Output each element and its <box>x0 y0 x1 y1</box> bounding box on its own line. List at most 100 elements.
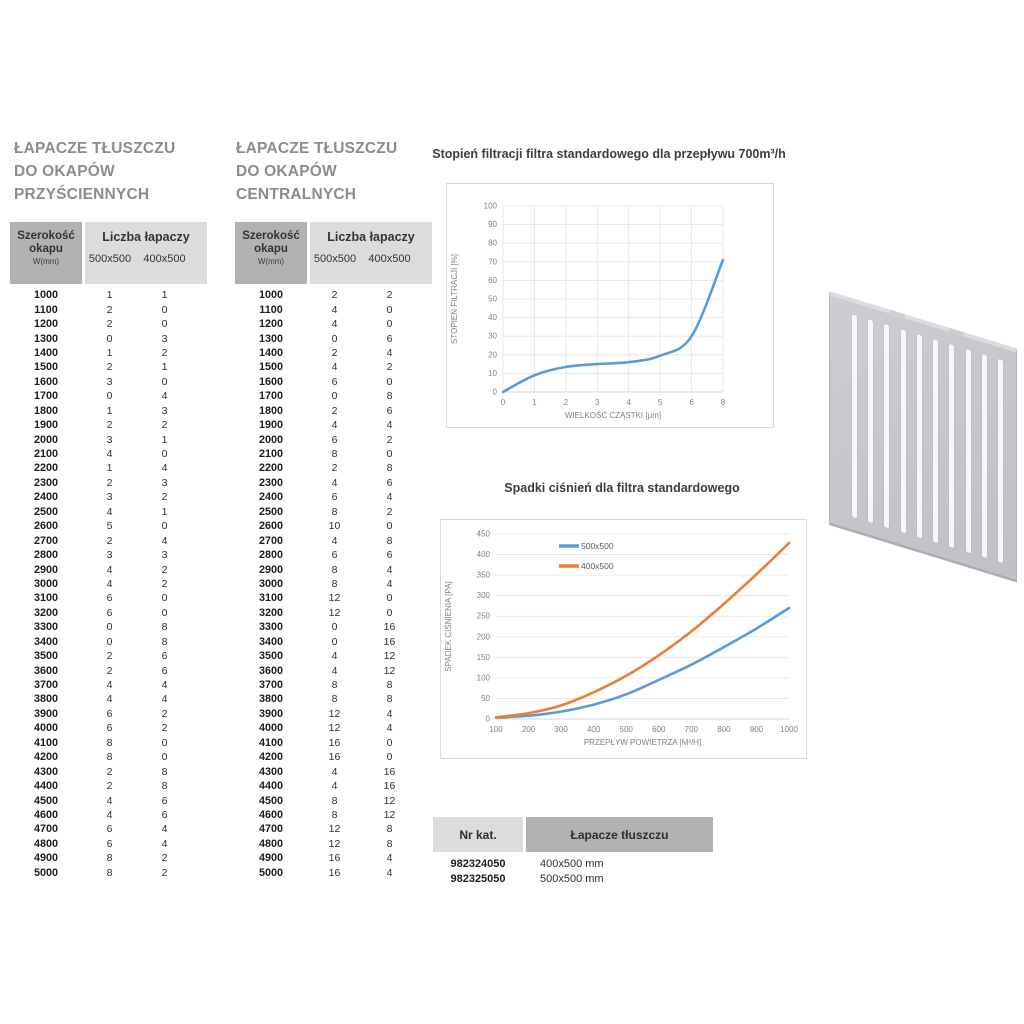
trap-count-cell: 6 <box>161 650 168 663</box>
section-title-line: ŁAPACZE TŁUSZCZU <box>236 140 398 157</box>
trap-count-cell: 4 <box>161 534 168 547</box>
table-row: 4100 16 0 <box>235 736 432 750</box>
trap-count-cell: 3 <box>106 549 113 562</box>
trap-count-cell: 4 <box>386 866 393 879</box>
trap-count-cell: 6 <box>106 722 113 735</box>
hood-width-header-cell: Szerokość okapu W(mm) <box>10 222 82 284</box>
hood-width-cell: 3300 <box>33 621 59 634</box>
hood-width-cell: 4500 <box>33 794 59 807</box>
trap-count-cell: 2 <box>106 303 113 316</box>
trap-count-cell: 6 <box>386 549 393 562</box>
hood-width-cell: 2300 <box>33 476 59 489</box>
filtration-chart: 0 10 20 30 40 50 60 70 80 90 100 0 1 2 3 4 5 6 8 WIELKOŚĆ C… <box>450 202 726 421</box>
table-row: 2900 4 2 <box>10 562 207 576</box>
trap-count-cell: 8 <box>331 577 338 590</box>
pressure-drop-chart-frame: 0 50 100 150 200 250 300 350 400 450 100 200 300 400 5… <box>440 519 807 759</box>
trap-count-cell: 0 <box>161 318 168 331</box>
section-title-line: PRZYŚCIENNYCH <box>14 186 150 203</box>
hood-width-cell: 1900 <box>33 419 59 432</box>
trap-count-cell: 8 <box>386 837 393 850</box>
trap-count-cell: 1 <box>106 289 113 302</box>
table-row: 2700 4 8 <box>235 533 432 547</box>
hood-width-cell: 2400 <box>258 491 284 504</box>
trap-count-cell: 6 <box>386 476 393 489</box>
table-row: 3100 12 0 <box>235 591 432 605</box>
section-title-wall-hoods: ŁAPACZE TŁUSZCZU DO OKAPÓW PRZYŚCIENNYCH <box>14 137 175 206</box>
svg-text:0: 0 <box>486 715 491 724</box>
table-row: 2600 10 0 <box>235 519 432 533</box>
table-row: 3200 6 0 <box>10 606 207 620</box>
hood-width-cell: 3400 <box>258 635 284 648</box>
pressure-drop-chart-title: Spadki ciśnień dla filtra standardowego <box>504 481 740 495</box>
hood-width-cell: 4300 <box>258 765 284 778</box>
table-row: 2500 4 1 <box>10 505 207 519</box>
trap-count-cell: 0 <box>161 736 168 749</box>
trap-count-cell: 0 <box>386 318 393 331</box>
svg-text:350: 350 <box>477 571 491 580</box>
trap-count-cell: 4 <box>331 361 338 374</box>
table-row: 4900 8 2 <box>10 851 207 865</box>
hood-width-cell: 3600 <box>33 664 59 677</box>
table-row: 3600 4 12 <box>235 663 432 677</box>
trap-count-cell: 6 <box>106 707 113 720</box>
filter-slat <box>933 338 939 544</box>
trap-count-cell: 8 <box>386 534 393 547</box>
trap-count-cell: 12 <box>328 722 341 735</box>
trap-count-cell: 0 <box>106 390 113 403</box>
table-row: 4700 6 4 <box>10 822 207 836</box>
table-row: 3800 4 4 <box>10 692 207 706</box>
trap-count-cell: 0 <box>386 303 393 316</box>
svg-text:400: 400 <box>477 550 491 559</box>
section-title-line: ŁAPACZE TŁUSZCZU <box>14 140 176 157</box>
trap-count-header-cell: Liczba łapaczy 500x500 400x500 <box>310 222 432 284</box>
hood-width-cell: 4000 <box>33 722 59 735</box>
trap-count-cell: 6 <box>106 606 113 619</box>
filter-slat <box>852 314 857 519</box>
subcol-label: 400x500 <box>368 253 411 265</box>
filtration-chart-title: Stopień filtracji filtra standardowego d… <box>432 147 786 161</box>
trap-count-cell: 12 <box>328 837 341 850</box>
trap-count-cell: 4 <box>106 679 113 692</box>
table-row: 1600 6 0 <box>235 375 432 389</box>
table-row: 2800 3 3 <box>10 548 207 562</box>
header-unit: W(mm) <box>32 257 60 266</box>
trap-count-cell: 0 <box>161 520 168 533</box>
table-row: 982324050 400x500 mm <box>433 856 713 871</box>
svg-text:5: 5 <box>658 398 663 407</box>
trap-count-cell: 8 <box>386 390 393 403</box>
trap-count-cell: 8 <box>386 462 393 475</box>
svg-text:100: 100 <box>484 202 498 211</box>
trap-count-cell: 2 <box>386 505 393 518</box>
grease-trap-header-cell: Łapacze tłuszczu <box>526 817 713 852</box>
trap-count-cell: 12 <box>383 650 396 663</box>
trap-count-cell: 4 <box>331 303 338 316</box>
header-text: Szerokość <box>242 230 300 242</box>
trap-count-cell: 1 <box>161 289 168 302</box>
trap-count-cell: 1 <box>106 404 113 417</box>
trap-count-cell: 12 <box>328 707 341 720</box>
trap-count-cell: 16 <box>328 751 341 764</box>
svg-text:700: 700 <box>685 725 699 734</box>
hood-width-cell: 4400 <box>258 780 284 793</box>
trap-count-cell: 8 <box>106 751 113 764</box>
svg-text:300: 300 <box>477 591 491 600</box>
table-row: 3500 2 6 <box>10 649 207 663</box>
svg-text:10: 10 <box>488 369 497 378</box>
hood-width-cell: 2200 <box>258 462 284 475</box>
hood-width-cell: 4100 <box>33 736 59 749</box>
trap-count-cell: 0 <box>161 375 168 388</box>
trap-count-cell: 8 <box>386 679 393 692</box>
trap-count-cell: 3 <box>161 332 168 345</box>
header-group-label: Liczba łapaczy <box>327 230 415 244</box>
trap-count-cell: 16 <box>383 780 396 793</box>
trap-count-cell: 8 <box>161 780 168 793</box>
hood-width-cell: 1500 <box>33 361 59 374</box>
trap-count-cell: 4 <box>386 346 393 359</box>
header-text: Szerokość <box>17 230 75 242</box>
hood-width-cell: 1700 <box>258 390 284 403</box>
svg-text:WIELKOŚĆ CZĄSTKI [μm]: WIELKOŚĆ CZĄSTKI [μm] <box>565 411 661 420</box>
table-row: 2200 2 8 <box>235 461 432 475</box>
hood-width-header-cell: Szerokość okapu W(mm) <box>235 222 307 284</box>
trap-count-cell: 8 <box>331 563 338 576</box>
trap-count-cell: 16 <box>328 736 341 749</box>
